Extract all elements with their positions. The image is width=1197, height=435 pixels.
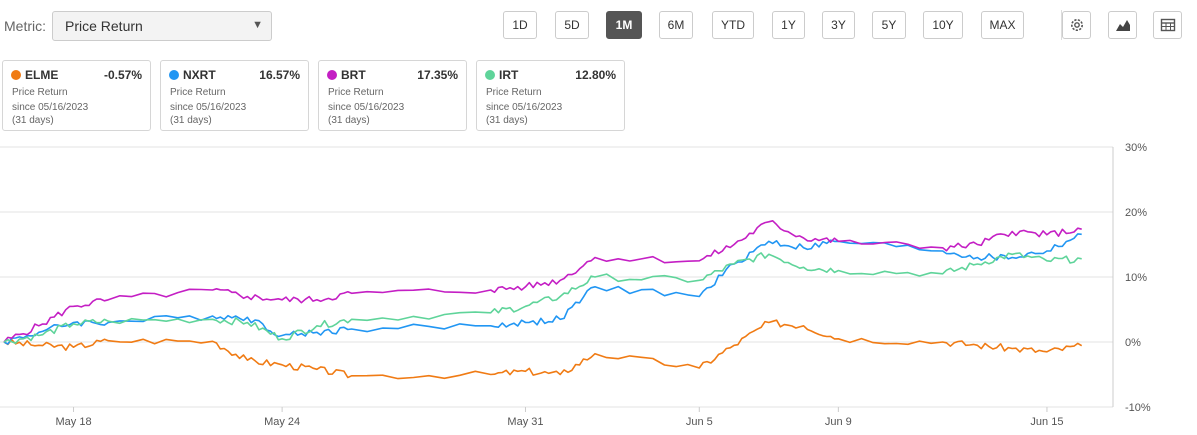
x-tick-label: Jun 5 <box>686 416 713 428</box>
legend-card-elme[interactable]: ELME -0.57% Price Return since 05/16/202… <box>2 60 151 131</box>
range-button-max[interactable]: MAX <box>981 11 1024 39</box>
y-tick-label: 0% <box>1125 337 1141 349</box>
chart-type-button[interactable] <box>1108 11 1137 39</box>
card-value: -0.57% <box>103 68 142 82</box>
card-metric: Price Return <box>328 87 384 98</box>
range-button-6m[interactable]: 6M <box>659 11 693 39</box>
y-tick-label: 20% <box>1125 207 1147 219</box>
range-button-10y[interactable]: 10Y <box>923 11 963 39</box>
card-since: since 05/16/2023 <box>328 102 405 113</box>
card-ticker: ELME <box>25 68 59 82</box>
x-tick-label: May 18 <box>55 416 91 428</box>
card-ticker: BRT <box>341 68 366 82</box>
metric-select[interactable]: Price Return ▼ <box>52 11 272 41</box>
x-tick-label: May 24 <box>264 416 300 428</box>
series-color-dot <box>11 70 21 80</box>
card-metric: Price Return <box>12 87 68 98</box>
range-button-ytd[interactable]: YTD <box>712 11 754 39</box>
metric-label: Metric: <box>4 18 46 34</box>
y-tick-label: 10% <box>1125 272 1147 284</box>
y-tick-label: 30% <box>1125 142 1147 154</box>
card-days: (31 days) <box>328 115 370 126</box>
table-view-button[interactable] <box>1153 11 1182 39</box>
series-line-nxrt <box>3 233 1082 345</box>
series-color-dot <box>169 70 179 80</box>
legend-card-nxrt[interactable]: NXRT 16.57% Price Return since 05/16/202… <box>160 60 309 131</box>
series-line-brt <box>3 220 1082 343</box>
range-button-5y[interactable]: 5Y <box>872 11 906 39</box>
series-color-dot <box>327 70 337 80</box>
card-value: 17.35% <box>417 68 458 82</box>
table-icon <box>1160 18 1176 32</box>
x-tick-label: Jun 15 <box>1030 416 1063 428</box>
card-since: since 05/16/2023 <box>486 102 563 113</box>
toolbar-divider <box>1061 10 1062 40</box>
series-line-elme <box>3 319 1083 380</box>
mountain-chart-icon <box>1116 20 1130 31</box>
price-return-chart[interactable]: 30% 20% 10% 0% -10% May 18 May 24 May 31 Jun 5 Ju… <box>0 138 1197 435</box>
x-tick-label: May 31 <box>507 416 543 428</box>
series-line-irt <box>3 252 1082 344</box>
toolbar: Metric: Price Return ▼ 1D 5D 1M 6M YTD 1… <box>0 0 1197 50</box>
card-metric: Price Return <box>486 87 542 98</box>
range-button-1d[interactable]: 1D <box>503 11 537 39</box>
y-tick-label: -10% <box>1125 402 1151 414</box>
card-days: (31 days) <box>12 115 54 126</box>
chevron-down-icon: ▼ <box>252 19 263 31</box>
legend-card-irt[interactable]: IRT 12.80% Price Return since 05/16/2023… <box>476 60 625 131</box>
card-value: 16.57% <box>259 68 300 82</box>
card-metric: Price Return <box>170 87 226 98</box>
card-since: since 05/16/2023 <box>12 102 89 113</box>
metric-select-value: Price Return <box>65 18 143 34</box>
range-button-1m[interactable]: 1M <box>606 11 642 39</box>
card-value: 12.80% <box>575 68 616 82</box>
card-ticker: NXRT <box>183 68 216 82</box>
card-days: (31 days) <box>170 115 212 126</box>
legend-card-brt[interactable]: BRT 17.35% Price Return since 05/16/2023… <box>318 60 467 131</box>
card-ticker: IRT <box>499 68 519 82</box>
range-button-1y[interactable]: 1Y <box>772 11 805 39</box>
card-days: (31 days) <box>486 115 528 126</box>
gear-icon <box>1071 19 1083 31</box>
settings-button[interactable] <box>1062 11 1091 39</box>
range-button-5d[interactable]: 5D <box>555 11 589 39</box>
range-button-3y[interactable]: 3Y <box>822 11 855 39</box>
x-tick-label: Jun 9 <box>825 416 852 428</box>
series-color-dot <box>485 70 495 80</box>
card-since: since 05/16/2023 <box>170 102 247 113</box>
